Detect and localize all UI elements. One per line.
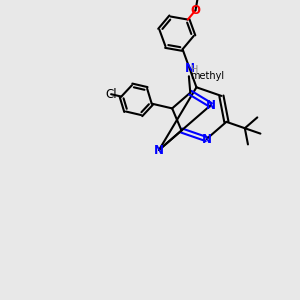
Text: N: N (185, 62, 195, 76)
Text: Cl: Cl (105, 88, 117, 101)
Text: N: N (201, 133, 212, 146)
Text: methyl: methyl (190, 71, 224, 81)
Text: N: N (154, 143, 164, 157)
Text: H: H (191, 65, 199, 76)
Text: O: O (190, 4, 200, 17)
Text: N: N (206, 99, 216, 112)
